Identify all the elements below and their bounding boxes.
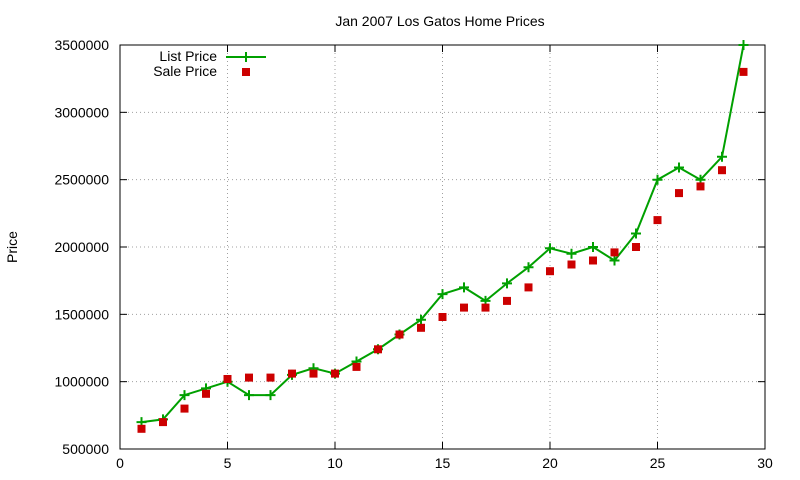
x-tick-label: 20 — [542, 455, 558, 471]
point-sale-price — [481, 303, 490, 312]
point-sale-price — [395, 330, 404, 339]
point-sale-price — [718, 166, 726, 175]
point-list-price — [502, 278, 512, 289]
x-tick-label: 30 — [757, 455, 773, 471]
point-sale-price — [331, 369, 339, 378]
point-list-price — [523, 262, 534, 273]
point-sale-price — [546, 267, 554, 276]
legend-marker-list-price — [241, 52, 251, 62]
point-sale-price — [137, 424, 146, 433]
legend-label-list-price: List Price — [159, 48, 217, 64]
x-tick-label: 25 — [650, 455, 666, 471]
legend-marker-sale-price — [242, 68, 250, 76]
point-sale-price — [739, 67, 748, 76]
point-list-price — [244, 390, 254, 401]
point-list-price — [545, 243, 555, 254]
point-sale-price — [632, 243, 640, 251]
point-sale-price — [159, 418, 167, 427]
y-tick-label: 500000 — [62, 441, 109, 457]
axis-ticks: 0 5 10 15 20 25 30 500000 1000000 1500000 2000000 2… — [54, 37, 773, 471]
point-sale-price — [610, 248, 619, 257]
point-sale-price — [696, 182, 705, 191]
point-list-price — [179, 390, 190, 401]
legend: List Price Sale Price — [153, 48, 266, 79]
point-list-price — [674, 162, 684, 173]
point-sale-price — [589, 256, 597, 265]
point-sale-price — [266, 373, 275, 382]
point-sale-price — [374, 345, 382, 354]
point-sale-price — [675, 189, 683, 198]
y-tick-label: 1500000 — [54, 306, 109, 322]
point-sale-price — [438, 313, 447, 321]
point-list-price — [588, 242, 598, 252]
point-sale-price — [245, 373, 253, 382]
point-list-price — [459, 282, 469, 293]
y-tick-label: 2500000 — [54, 172, 109, 188]
point-sale-price — [180, 404, 189, 413]
point-sale-price — [288, 369, 296, 378]
x-tick-label: 5 — [224, 455, 232, 471]
y-axis-title: Price — [4, 231, 20, 263]
point-sale-price — [524, 283, 533, 292]
series — [136, 40, 749, 433]
point-sale-price — [309, 369, 318, 378]
point-list-price — [738, 40, 749, 50]
point-sale-price — [653, 216, 662, 225]
point-sale-price — [223, 375, 232, 383]
point-list-price — [609, 255, 620, 266]
point-list-price — [652, 174, 663, 185]
point-sale-price — [460, 303, 468, 312]
point-sale-price — [202, 389, 210, 398]
point-list-price — [566, 248, 577, 259]
point-sale-price — [503, 296, 511, 305]
y-tick-label: 1000000 — [54, 374, 109, 390]
point-sale-price — [567, 260, 576, 269]
y-tick-label: 2000000 — [54, 239, 109, 255]
point-sale-price — [417, 323, 425, 332]
legend-label-sale-price: Sale Price — [153, 63, 217, 79]
chart-title: Jan 2007 Los Gatos Home Prices — [335, 13, 544, 29]
grid — [120, 45, 765, 449]
point-list-price — [437, 289, 448, 300]
y-tick-label: 3500000 — [54, 37, 109, 53]
x-tick-label: 10 — [327, 455, 343, 471]
x-tick-label: 15 — [435, 455, 451, 471]
point-list-price — [416, 314, 426, 325]
point-list-price — [265, 390, 276, 401]
y-tick-label: 3000000 — [54, 104, 109, 120]
point-sale-price — [352, 362, 361, 371]
point-list-price — [717, 151, 727, 162]
point-list-price — [631, 228, 641, 239]
x-tick-label: 0 — [116, 455, 124, 471]
